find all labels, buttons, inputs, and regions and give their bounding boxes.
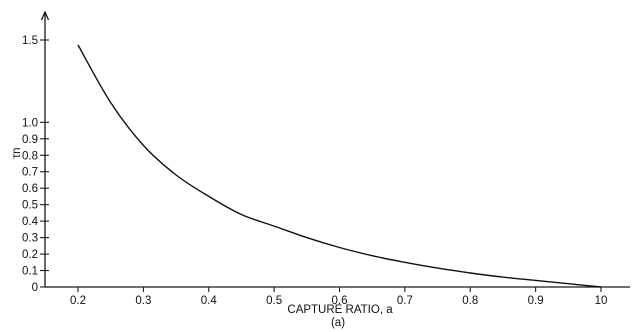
x-tick-label: 0.7 [397,295,413,307]
x-tick-label: 0.5 [266,295,282,307]
y-axis-arrow [40,10,50,21]
y-axis-ticks: 0 0.1 0.2 0.3 0.4 0.5 0.6 0.7 0.8 0.9 1.0 1.5 [22,35,49,294]
x-axis-ticks: 0.2 0.3 0.4 0.5 0.6 0.7 0.8 0.9 10 [70,287,607,307]
x-tick-label: 10 [595,295,608,307]
axes [40,10,630,288]
x-tick-label: 0.3 [135,295,151,307]
y-tick-label: 0.3 [22,233,38,245]
y-tick-label: 0.6 [22,183,38,195]
series-layer [77,44,602,288]
y-tick-label: 0 [32,282,38,294]
y-tick-label: 0.8 [22,150,38,162]
y-tick-label: 0.4 [22,216,39,228]
x-tick-label: 0.9 [528,295,544,307]
y-axis-label: τn [11,148,23,159]
x-tick-label: 0.2 [70,295,86,307]
y-tick-label: 0.5 [22,200,38,212]
x-tick-label: 0.4 [201,295,218,307]
figure-caption: (a) [331,317,345,329]
x-axis-label: CAPTURE RATIO, a [287,304,393,316]
x-tick-label: 0.8 [462,295,478,307]
x-tick-label: 0.6 [332,295,348,307]
y-tick-label: 0.2 [22,249,38,261]
y-tick-label: 0.9 [22,134,38,146]
y-tick-label: 0.1 [22,266,38,278]
y-tick-label: 1.5 [22,35,38,47]
y-tick-label: 1.0 [22,117,38,129]
series-line [77,44,602,288]
y-tick-label: 0.7 [22,167,38,179]
